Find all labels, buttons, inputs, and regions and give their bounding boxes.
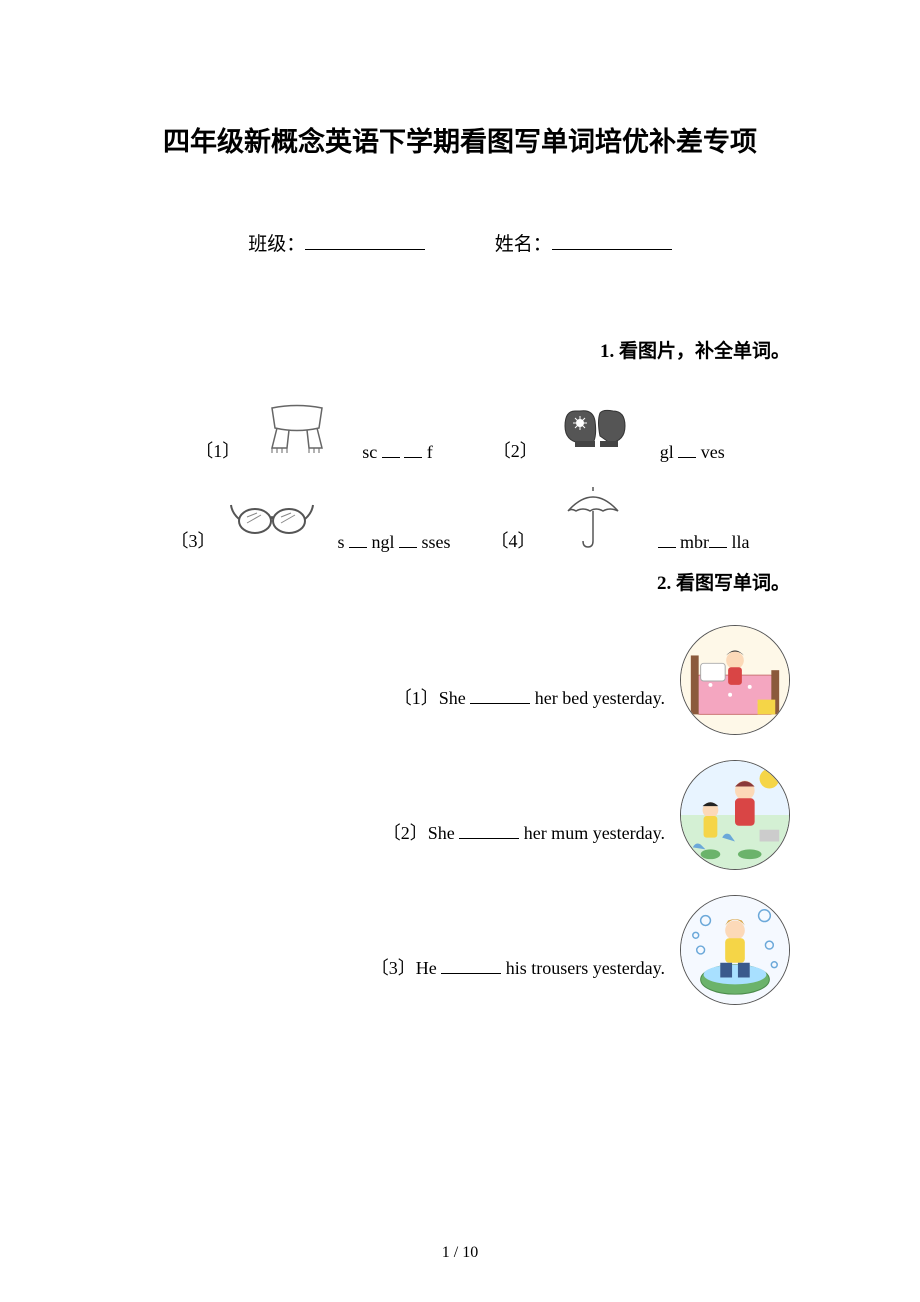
- q1-row-2: 〔3〕 s ngl sses 〔4〕: [90, 483, 830, 553]
- q1-num-2: 〔2〕: [493, 437, 538, 463]
- sunglasses-icon: [227, 483, 317, 553]
- q1-item-4: 〔4〕 mbr lla: [491, 483, 750, 553]
- page-number: 1 / 10: [0, 1244, 920, 1262]
- bed-making-icon: [680, 625, 790, 735]
- q1-word-4: mbr lla: [658, 532, 750, 553]
- class-blank[interactable]: [305, 232, 425, 250]
- q1-item-2: 〔2〕 gl ves: [493, 393, 725, 463]
- q2-sentence-2: 〔2〕She her mum yesterday.: [383, 819, 665, 870]
- q1-item-1: 〔1〕 sc f: [195, 393, 433, 463]
- q2-sentence-3: 〔3〕He his trousers yesterday.: [371, 954, 665, 1005]
- q1-num-1: 〔1〕: [195, 437, 240, 463]
- section2-heading: 2. 看图写单词。: [90, 568, 830, 595]
- gloves-icon: [550, 393, 640, 463]
- q2-item-3: 〔3〕He his trousers yesterday.: [90, 895, 830, 1005]
- q1-word-1: sc f: [362, 442, 433, 463]
- class-label: 班级：: [248, 234, 305, 255]
- name-label: 姓名：: [495, 234, 552, 255]
- student-info-line: 班级： 姓名：: [90, 229, 830, 256]
- q1-num-4: 〔4〕: [491, 527, 536, 553]
- q1-word-3: s ngl sses: [337, 532, 450, 553]
- watering-icon: [680, 760, 790, 870]
- umbrella-icon: [548, 483, 638, 553]
- page-title: 四年级新概念英语下学期看图写单词培优补差专项: [90, 120, 830, 159]
- q1-item-3: 〔3〕 s ngl sses: [170, 483, 450, 553]
- q1-word-2: gl ves: [660, 442, 725, 463]
- section1-heading: 1. 看图片，补全单词。: [90, 336, 830, 363]
- name-blank[interactable]: [552, 232, 672, 250]
- washing-icon: [680, 895, 790, 1005]
- q2-item-2: 〔2〕She her mum yesterday.: [90, 760, 830, 870]
- q1-num-3: 〔3〕: [170, 527, 215, 553]
- q2-sentence-1: 〔1〕She her bed yesterday.: [394, 684, 665, 735]
- scarf-icon: [252, 393, 342, 463]
- q2-item-1: 〔1〕She her bed yesterday.: [90, 625, 830, 735]
- q1-row-1: 〔1〕 sc f 〔2〕: [90, 393, 830, 463]
